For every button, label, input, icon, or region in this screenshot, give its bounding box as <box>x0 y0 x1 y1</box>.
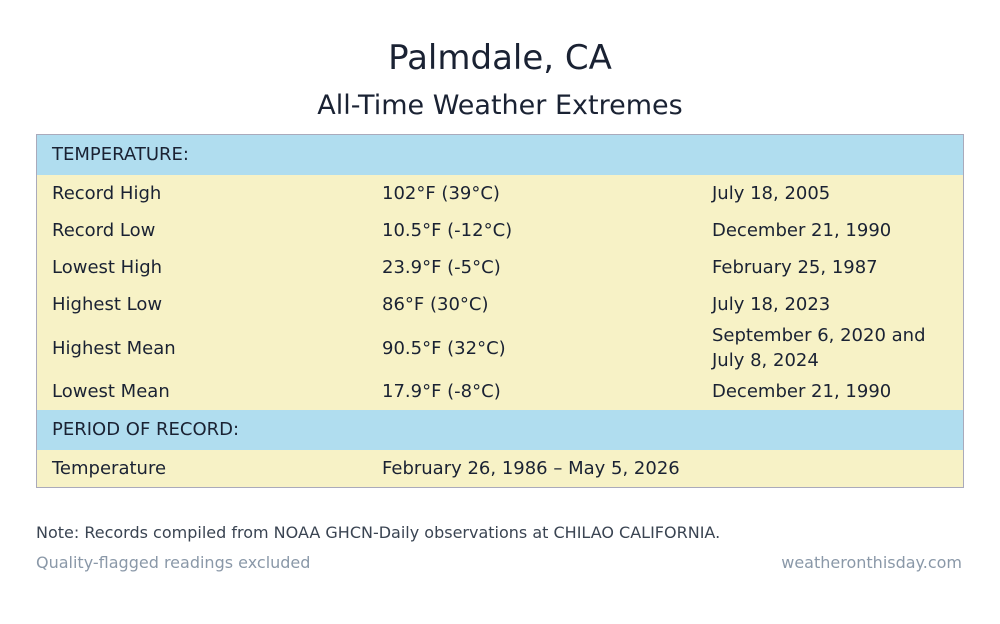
table-row: Record Low 10.5°F (-12°C) December 21, 199… <box>37 212 963 249</box>
table-cell: February 25, 1987 <box>712 257 878 278</box>
table: TEMPERATURE: Record High 102°F (39°C) July … <box>36 134 964 488</box>
table-cell: 86°F (30°C) <box>382 294 489 315</box>
table-row: Highest Mean 90.5°F (32°C) September 6, 20… <box>37 323 963 373</box>
table-cell: Lowest Mean <box>52 381 170 402</box>
table-cell: December 21, 1990 <box>712 381 892 402</box>
table-cell: Record Low <box>52 220 156 241</box>
table-row: Record High 102°F (39°C) July 18, 2005 <box>37 175 963 212</box>
table-cell: February 26, 1986 – May 5, 2026 <box>382 458 680 479</box>
table-cell: Temperature <box>52 458 167 479</box>
table-cell: 90.5°F (32°C) <box>382 337 506 359</box>
section-heading: PERIOD OF RECORD: <box>37 410 963 450</box>
table-cell: Lowest High <box>52 257 163 278</box>
table-row: Highest Low 86°F (30°C) July 18, 2023 <box>37 286 963 323</box>
table-cell: 17.9°F (-8°C) <box>382 381 501 402</box>
table-cell: Record High <box>52 183 162 204</box>
section-heading: TEMPERATURE: <box>37 135 963 175</box>
table-row: Temperature February 26, 1986 – May 5, 20… <box>37 450 963 487</box>
note: Note: Records compiled from NOAA GHCN-Da… <box>36 523 721 542</box>
table-cell: 10.5°F (-12°C) <box>382 220 513 241</box>
title: Palmdale, CA <box>388 38 612 78</box>
table-cell: 102°F (39°C) <box>382 183 500 204</box>
table-cell: 23.9°F (-5°C) <box>382 257 501 278</box>
table-cell: July 18, 2023 <box>712 294 831 315</box>
footer-left: Quality-flagged readings excluded <box>36 553 311 572</box>
table-cell: September 6, 2020 and July 8, 2024 <box>712 325 926 371</box>
subtitle: All-Time Weather Extremes <box>317 90 683 121</box>
table-row: Lowest Mean 17.9°F (-8°C) December 21, 199… <box>37 373 963 410</box>
footer-right: weatheronthisday.com <box>781 553 962 572</box>
table-cell: Highest Low <box>52 294 163 315</box>
table-cell: December 21, 1990 <box>712 220 892 241</box>
table-cell: Highest Mean <box>52 337 176 359</box>
table-cell: July 18, 2005 <box>712 183 831 204</box>
table-row: Lowest High 23.9°F (-5°C) February 25, 198… <box>37 249 963 286</box>
